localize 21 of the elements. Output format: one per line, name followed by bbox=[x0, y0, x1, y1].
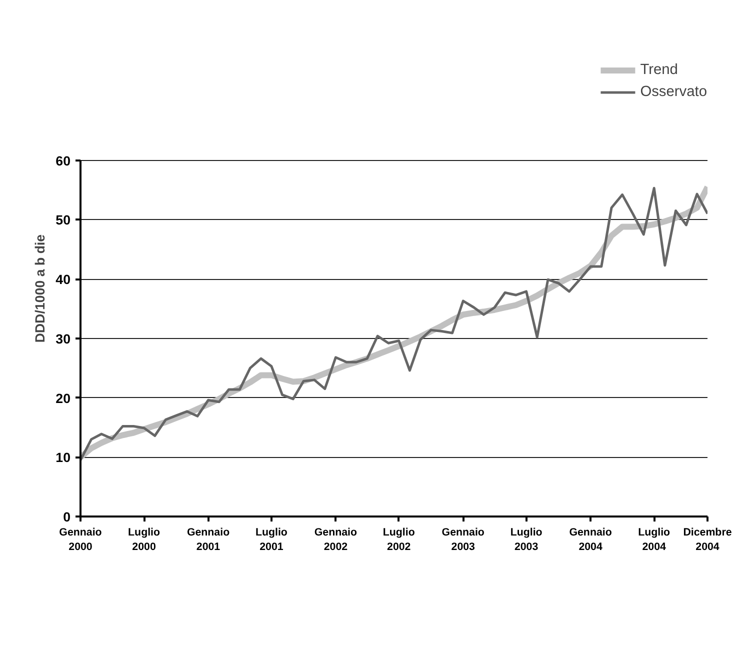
y-tick-label: 30 bbox=[56, 331, 71, 346]
x-tick-label: Gennaio 2000 bbox=[59, 526, 102, 553]
legend-label: Trend bbox=[640, 62, 678, 78]
y-tick-label: 20 bbox=[56, 390, 71, 406]
x-tick-label: Luglio 2003 bbox=[510, 526, 543, 553]
y-tick-label: 50 bbox=[56, 212, 71, 228]
y-tick-label: 0 bbox=[63, 510, 71, 524]
x-tick-label: Luglio 2000 bbox=[128, 526, 161, 553]
x-tick-label: Gennaio 2001 bbox=[186, 526, 230, 553]
legend-label: Osservato bbox=[640, 84, 707, 100]
x-tick-label: Gennaio 2004 bbox=[569, 526, 612, 553]
x-tick-label: Luglio 2001 bbox=[255, 526, 288, 553]
x-tick-label: Gennaio 2003 bbox=[442, 526, 485, 553]
x-tick-label: Luglio 2002 bbox=[382, 526, 416, 553]
x-tick-label: Luglio 2004 bbox=[638, 526, 671, 553]
x-tick-label: Dicembre 2004 bbox=[683, 526, 732, 553]
y-tick-label: 10 bbox=[56, 450, 71, 466]
y-axis-title: DDD/1000 a b die bbox=[32, 234, 48, 343]
y-tick-label: 60 bbox=[56, 153, 71, 168]
y-tick-label: 40 bbox=[56, 272, 71, 287]
x-tick-label: Gennaio 2002 bbox=[314, 526, 358, 553]
